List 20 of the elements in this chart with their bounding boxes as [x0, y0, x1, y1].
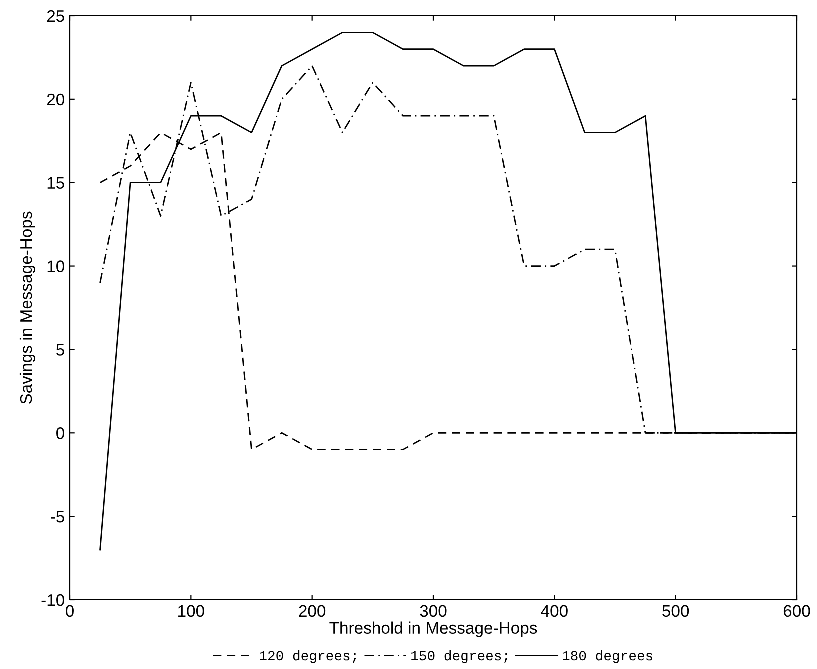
y-tick-label: 15: [48, 177, 64, 190]
legend-label: 180 degrees: [562, 650, 653, 664]
x-tick-label: 100: [178, 605, 204, 618]
y-tick-label: 10: [48, 260, 64, 272]
y-axis-title: Savings in Message-Hops: [20, 212, 36, 404]
y-tick-label: 20: [47, 94, 64, 106]
legend-label: 120 degrees;: [260, 650, 356, 664]
x-tick-label: 600: [784, 605, 810, 618]
x-axis-title: Threshold in Message-Hops: [330, 622, 538, 638]
x-tick-label: 0: [66, 605, 74, 618]
legend-label: 150 degrees;: [412, 650, 508, 664]
x-tick-label: 400: [541, 605, 568, 618]
x-tick-label: 200: [299, 605, 326, 618]
y-tick-label: -5: [51, 511, 64, 523]
y-tick-label: -10: [42, 594, 64, 606]
y-tick-label: 25: [47, 10, 64, 22]
y-tick-label: 5: [56, 344, 64, 356]
x-tick-label: 500: [662, 605, 690, 618]
y-tick-label: 0: [56, 428, 64, 440]
x-tick-label: 300: [420, 605, 447, 618]
